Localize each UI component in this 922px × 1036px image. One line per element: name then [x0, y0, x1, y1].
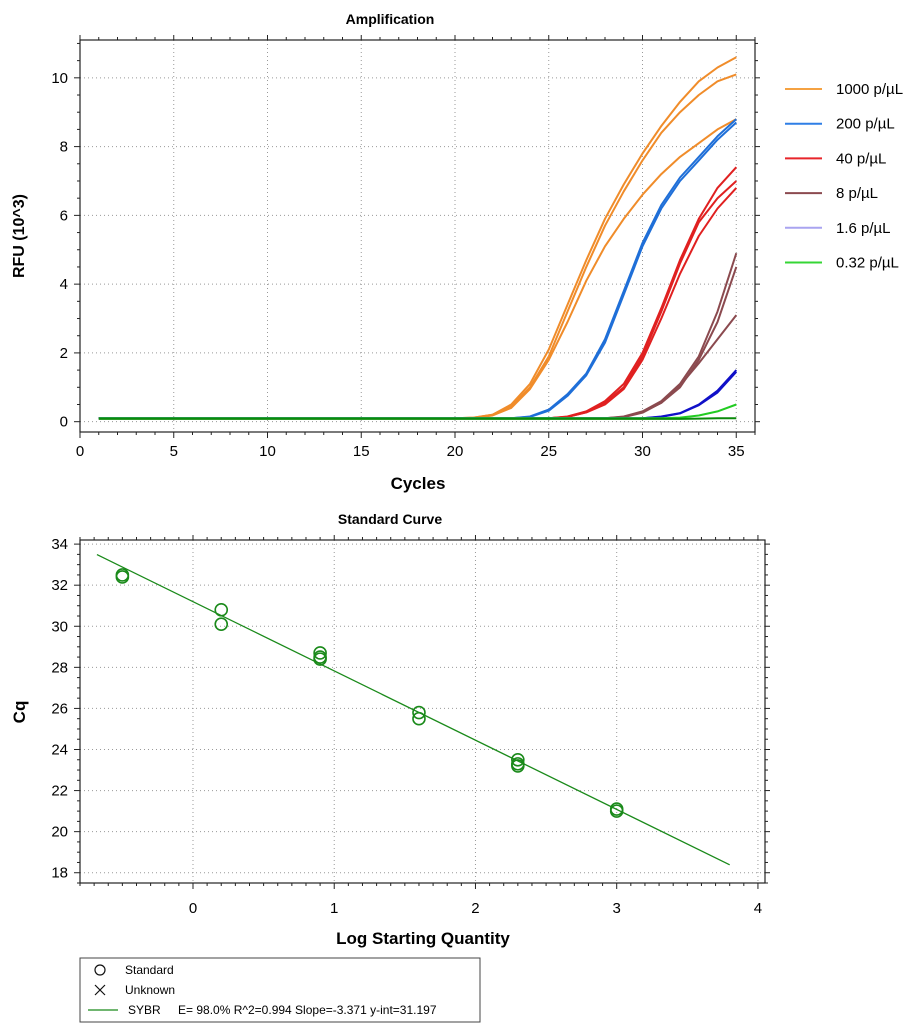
standard-curve-point	[214, 617, 229, 632]
standard-curve-y-tick-label: 34	[51, 536, 68, 553]
standard-curve-points	[115, 568, 624, 818]
amplification-x-label: Cycles	[391, 474, 446, 493]
standard-curve-legend: Standard Unknown SYBR E= 98.0% R^2=0.994…	[79, 957, 481, 1023]
standard-curve-point	[412, 711, 426, 726]
amplification-x-tick-label: 35	[728, 443, 745, 460]
standard-curve-point	[412, 705, 426, 720]
standard-curve-y-tick-label: 32	[51, 577, 68, 594]
amplification-series-line	[98, 180, 737, 420]
legend-box	[79, 957, 481, 1023]
amplification-x-tick-label: 25	[540, 443, 557, 460]
amplification-legend-label: 1000 p/µL	[836, 81, 903, 98]
amplification-legend-label: 1.6 p/µL	[836, 220, 891, 237]
legend-unknown-label: Unknown	[125, 983, 175, 997]
standard-curve-title: Standard Curve	[338, 511, 442, 527]
standard-curve-y-label: Cq	[10, 701, 29, 724]
legend-fit-name: SYBR	[128, 1003, 161, 1017]
amplification-y-label: RFU (10^3)	[11, 194, 28, 278]
amplification-y-tick-label: 6	[60, 207, 68, 224]
amplification-x-tick-label: 15	[353, 443, 370, 460]
amplification-series-line	[98, 166, 738, 420]
amplification-title: Amplification	[346, 11, 435, 27]
standard-curve-x-tick-label: 4	[754, 900, 762, 917]
standard-curve-point	[609, 804, 624, 818]
standard-marker-icon	[94, 964, 106, 976]
standard-curve-x-tick-label: 2	[471, 900, 479, 917]
amplification-legend: 1000 p/µL 200 p/µL 40 p/µL 8 p/µL 1.6 p/µL 0.…	[785, 81, 903, 272]
standard-curve-x-tick-label: 0	[189, 900, 197, 917]
standard-curve-y-tick-label: 24	[51, 741, 68, 758]
amplification-legend-label: 0.32 p/µL	[836, 255, 899, 272]
amplification-series-line	[98, 314, 738, 420]
standard-curve-y-tick-label: 18	[51, 865, 68, 882]
amplification-ticks: 0 5 10 15 20 25 30 35 0 2 4 6 8 10	[51, 35, 760, 460]
standard-curve-y-tick-label: 22	[51, 783, 68, 800]
legend-standard-label: Standard	[125, 963, 174, 977]
standard-curve-y-tick-label: 20	[51, 824, 68, 841]
standard-curve-plot-frame	[79, 539, 766, 884]
amplification-y-tick-label: 2	[60, 345, 68, 362]
amplification-curves	[98, 56, 738, 420]
legend-fit-stats: E= 98.0% R^2=0.994 Slope=-3.371 y-int=31…	[178, 1003, 437, 1017]
amplification-plot-frame	[79, 39, 756, 433]
amplification-grid	[80, 40, 755, 432]
standard-curve-point	[313, 646, 327, 660]
amplification-series-line	[98, 118, 737, 420]
standard-curve-x-label: Log Starting Quantity	[336, 929, 510, 948]
amplification-y-tick-label: 0	[60, 414, 68, 431]
amplification-y-tick-label: 10	[51, 70, 68, 87]
amplification-legend-label: 8 p/µL	[836, 185, 878, 202]
standard-curve-point	[511, 759, 525, 773]
amplification-x-tick-label: 20	[447, 443, 464, 460]
unknown-marker-icon	[94, 984, 106, 996]
amplification-series-line	[98, 187, 738, 420]
standard-curve-x-tick-label: 3	[613, 900, 621, 917]
amplification-series-line	[98, 252, 738, 420]
standard-curve-point	[214, 603, 229, 617]
amplification-chart: Amplification 0 5 10 15 20 25 30 35 0 2 4 6 8 10 Cycl…	[11, 11, 903, 493]
amplification-series-line	[98, 121, 737, 420]
amplification-x-tick-label: 5	[170, 443, 178, 460]
amplification-y-tick-label: 4	[60, 276, 68, 293]
amplification-legend-label: 40 p/µL	[836, 150, 886, 167]
amplification-x-tick-label: 10	[259, 443, 276, 460]
standard-curve-y-tick-label: 28	[51, 659, 68, 676]
standard-curve-y-tick-label: 26	[51, 700, 68, 717]
standard-curve-point	[511, 752, 525, 767]
standard-curve-y-tick-label: 30	[51, 618, 68, 635]
amplification-x-tick-label: 30	[634, 443, 651, 460]
amplification-x-tick-label: 0	[76, 443, 84, 460]
amplification-legend-label: 200 p/µL	[836, 116, 895, 133]
standard-curve-x-tick-label: 1	[330, 900, 338, 917]
amplification-y-tick-label: 8	[60, 139, 68, 156]
standard-curve-point	[313, 652, 327, 666]
amplification-series-line	[98, 266, 738, 420]
standard-curve-point	[115, 570, 130, 584]
amplification-series-line	[98, 417, 737, 420]
